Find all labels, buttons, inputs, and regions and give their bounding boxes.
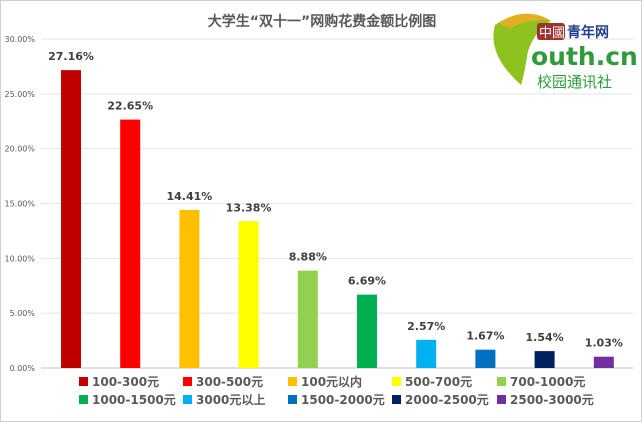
legend-item: 100元以内 [288, 373, 362, 390]
legend-label: 1500-2000元 [301, 393, 385, 407]
data-label: 1.03% [585, 337, 623, 350]
legend-swatch [79, 377, 88, 386]
legend-swatch [392, 395, 401, 404]
data-label: 14.41% [166, 190, 212, 203]
legend-item: 100-300元 [79, 373, 159, 390]
y-tick-label: 5.00% [10, 309, 36, 318]
chart-title: 大学生“双十一”网购花费金额比例图 [207, 14, 437, 30]
y-tick-label: 15.00% [4, 200, 35, 209]
legend-item: 500-700元 [392, 373, 472, 390]
legend-label: 2000-2500元 [405, 393, 489, 407]
y-tick-label: 20.00% [4, 145, 35, 154]
legend-swatch [497, 395, 506, 404]
legend-item: 2000-2500元 [392, 391, 489, 408]
svg-text:校园通讯社: 校园通讯社 [537, 73, 612, 91]
bar-2500-3000元 [593, 356, 614, 368]
data-label: 13.38% [226, 201, 272, 214]
legend-label: 3000元以上 [196, 393, 266, 407]
legend-swatch [497, 377, 506, 386]
legend-swatch [392, 377, 401, 386]
svg-text:青年网: 青年网 [567, 24, 609, 41]
legend-label: 100-300元 [92, 375, 160, 389]
bar-300-500元 [120, 119, 141, 368]
y-tick-label: 25.00% [4, 90, 35, 99]
y-tick-label: 30.00% [4, 35, 35, 44]
legend-label: 300-500元 [196, 375, 264, 389]
y-tick-label: 10.00% [4, 254, 35, 263]
data-label: 27.16% [48, 50, 94, 63]
bar-700-1000元 [297, 270, 318, 368]
legend-label: 1000-1500元 [92, 393, 176, 407]
data-label: 22.65% [107, 100, 153, 113]
data-label: 1.67% [466, 330, 504, 343]
data-label: 2.57% [407, 320, 445, 333]
legend-swatch [183, 395, 192, 404]
bar-1500-2000元 [475, 349, 496, 368]
legend-swatch [79, 395, 88, 404]
legend-item: 3000元以上 [183, 391, 265, 408]
legend-label: 700-1000元 [510, 375, 586, 389]
legend-item: 700-1000元 [497, 373, 585, 390]
legend-item: 2500-3000元 [497, 391, 594, 408]
legend-swatch [288, 395, 297, 404]
legend-item: 1500-2000元 [288, 391, 385, 408]
bar-100-300元 [61, 70, 81, 369]
svg-text:中國: 中國 [539, 26, 565, 41]
bar-1000-1500元 [357, 294, 377, 368]
legend-label: 500-700元 [405, 375, 473, 389]
legend-swatch [288, 377, 297, 386]
legend-item: 1000-1500元 [79, 391, 176, 408]
data-label: 6.69% [348, 275, 386, 288]
bar-2000-2500元 [534, 351, 555, 368]
data-label: 8.88% [289, 251, 327, 264]
legend-label: 2500-3000元 [510, 393, 594, 407]
bar-100元以内 [179, 209, 200, 368]
bar-500-700元 [238, 221, 259, 368]
legend-label: 100元以内 [301, 375, 363, 389]
ginkgo-leaf-icon [493, 14, 551, 85]
legend-item: 300-500元 [183, 373, 263, 390]
legend-swatch [183, 377, 192, 386]
bar-3000元以上 [416, 339, 437, 368]
data-label: 1.54% [526, 331, 564, 344]
y-tick-label: 0.00% [10, 364, 36, 373]
svg-text:outh.cn: outh.cn [531, 42, 636, 71]
youth-cn-logo: 中國 青年网 outh.cn 校园通讯社 [493, 13, 636, 91]
